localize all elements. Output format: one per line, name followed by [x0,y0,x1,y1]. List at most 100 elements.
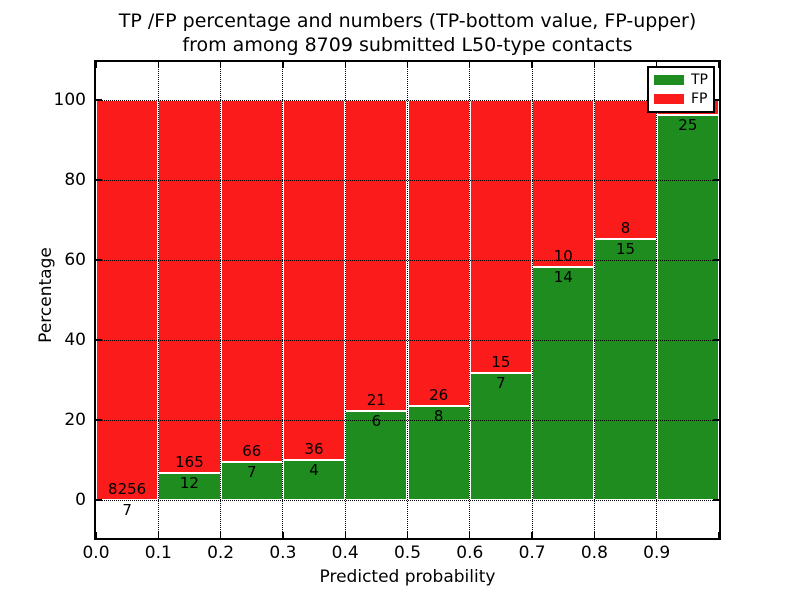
y-tick-mark [96,179,102,181]
fp-count-label: 10 [553,246,573,265]
x-tick-mark [344,532,346,538]
bar-segment-tp [469,372,533,500]
x-tick-mark [406,62,409,68]
fp-count-label: 8256 [108,479,147,498]
x-tick-label: 0.6 [456,543,484,563]
x-tick-mark [282,532,284,538]
x-tick-label: 0.2 [207,543,235,563]
bar-segment-tp [158,472,221,500]
x-tick-mark [656,62,658,68]
y-tick-mark [713,259,719,261]
x-tick-label: 0.8 [580,543,608,563]
legend-row-fp: FP [649,92,713,106]
y-tick-label: 0 [75,490,86,510]
bar-segment-fp [220,100,283,462]
bar-segment-fp [282,100,346,460]
y-tick-mark [713,339,719,341]
x-tick-label: 0.1 [144,543,172,563]
y-tick-label: 80 [64,170,86,190]
legend-swatch-fp-icon [654,94,684,104]
y-tick-mark [713,179,719,181]
x-tick-mark [531,62,533,68]
x-tick-label: 0.9 [643,543,671,563]
gridline-vertical [469,62,471,538]
bar-segment-fp [469,100,533,373]
bar-segment-fp [158,100,221,473]
legend-row-tp: TP [649,73,713,87]
y-tick-mark [96,259,102,261]
x-tick-label: 0.5 [393,543,422,563]
bar-segment-tp [532,266,595,500]
fp-count-label: 26 [429,385,449,404]
y-tick-label: 20 [64,410,86,430]
fp-count-label: 15 [491,352,511,371]
bar-segment-tp [220,461,283,500]
x-tick-mark [95,62,97,68]
legend-swatch-tp-icon [654,75,684,85]
tp-count-label: 25 [678,116,698,135]
x-tick-mark [531,532,533,538]
legend: TP FP [647,66,715,113]
fp-count-label: 66 [242,441,262,460]
x-tick-label: 0.4 [331,543,359,563]
tp-count-label: 15 [615,240,636,259]
y-tick-mark [713,99,719,101]
x-tick-mark [469,62,471,68]
x-tick-mark [593,62,596,68]
tp-count-label: 7 [246,462,257,481]
y-tick-label: 60 [64,250,86,270]
bar-segment-tp [594,239,657,500]
x-tick-mark [157,532,159,538]
y-tick-label: 100 [53,90,86,110]
y-tick-mark [713,419,719,421]
bar-segment-fp [407,100,470,406]
y-tick-label: 40 [64,330,86,350]
tp-count-label: 12 [179,473,199,492]
x-tick-mark [95,532,97,538]
gridline-vertical [157,62,159,538]
x-tick-label: 0.7 [518,543,546,563]
x-tick-mark [282,62,284,68]
x-tick-mark [219,62,222,68]
chart-title: TP /FP percentage and numbers (TP-bottom… [96,9,719,57]
tp-count-label: 7 [496,373,506,392]
x-tick-mark [406,532,409,538]
x-tick-mark [656,532,658,538]
x-tick-mark [157,62,159,68]
gridline-vertical [344,62,346,538]
x-tick-mark [469,532,471,538]
x-tick-mark [718,62,720,68]
tp-count-label: 14 [553,267,573,286]
tp-count-label: 8 [433,406,444,425]
fp-count-label: 8 [620,219,631,238]
gridline-vertical [593,62,595,538]
x-axis-label: Predicted probability [319,567,496,587]
tp-count-label: 4 [309,461,319,479]
x-tick-label: 0.3 [269,543,297,563]
y-tick-mark [96,99,102,101]
bar-segment-tp [407,405,470,500]
x-tick-mark [718,532,720,538]
bar-segment-tp [282,460,346,500]
x-tick-mark [344,62,346,68]
legend-label-fp: FP [691,91,708,107]
y-tick-mark [713,499,719,501]
gridline-vertical [282,62,284,538]
gridline-vertical [220,62,222,538]
bar-segment-fp [345,100,408,412]
chart-title-line2: from among 8709 submitted L50-type conta… [182,34,633,56]
bar-segment-fp [96,100,159,500]
y-tick-mark [96,339,102,341]
fp-count-label: 21 [366,391,386,410]
chart-title-line1: TP /FP percentage and numbers (TP-bottom… [118,10,697,32]
fp-count-label: 165 [175,452,204,471]
tp-count-label: 7 [122,500,132,519]
bar-segment-tp [345,411,408,500]
x-tick-mark [219,532,222,538]
x-tick-mark [593,532,596,538]
x-tick-label: 0.0 [82,543,110,563]
bar-segment-tp [656,115,719,500]
fp-count-label: 36 [304,440,324,458]
